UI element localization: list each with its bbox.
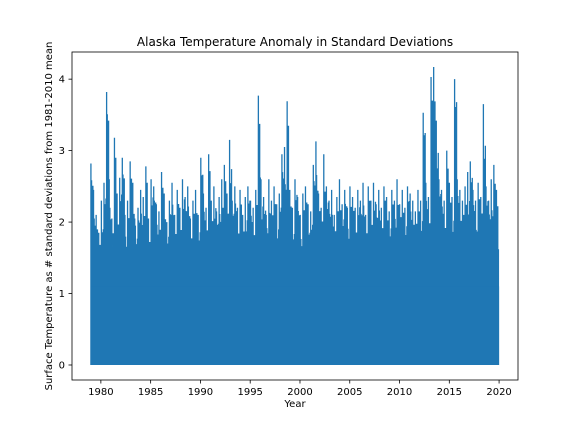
x-axis: 1980 1985 1990 1995 2000 2005 2010 2015 2020 <box>88 380 512 398</box>
y-tick-label: 3 <box>59 146 65 157</box>
x-tick-label: 1985 <box>138 387 163 398</box>
y-axis: 0 1 2 3 4 <box>59 75 72 371</box>
y-axis-label: Surface Temperature as # standard deviat… <box>44 42 55 391</box>
plot-area <box>90 67 500 365</box>
x-tick-label: 2015 <box>437 387 462 398</box>
series-dense-band <box>90 286 500 365</box>
x-tick-label: 1990 <box>188 387 213 398</box>
x-tick-label: 2005 <box>337 387 362 398</box>
x-tick-label: 2010 <box>387 387 412 398</box>
x-tick-label: 1980 <box>88 387 113 398</box>
chart-title: Alaska Temperature Anomaly in Standard D… <box>137 35 453 49</box>
x-axis-label: Year <box>283 399 306 410</box>
x-tick-label: 1995 <box>237 387 262 398</box>
y-tick-label: 4 <box>59 75 65 86</box>
y-tick-label: 1 <box>59 289 65 300</box>
y-tick-label: 2 <box>59 218 65 229</box>
x-tick-label: 2000 <box>287 387 312 398</box>
y-tick-label: 0 <box>59 360 65 371</box>
x-tick-label: 2020 <box>486 387 511 398</box>
plot-frame <box>71 51 519 381</box>
